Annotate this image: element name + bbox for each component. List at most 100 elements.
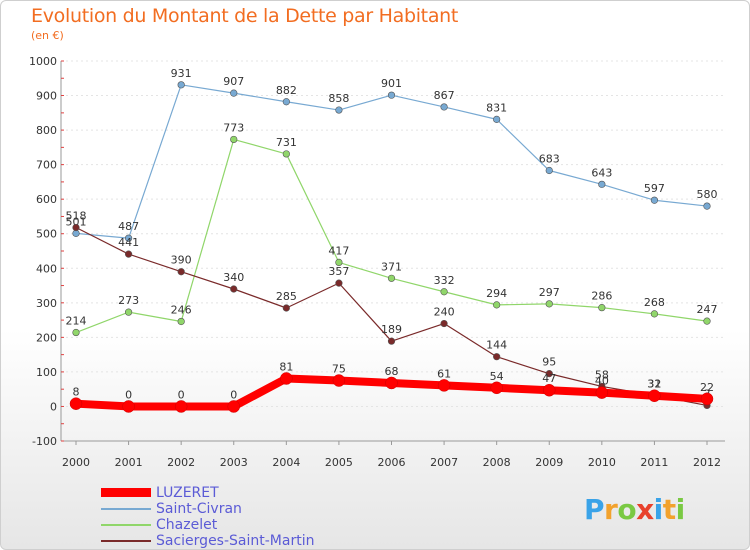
data-label: 907 — [223, 75, 244, 88]
data-point — [650, 310, 659, 318]
x-tick-label: 2001 — [115, 456, 143, 469]
data-label: 40 — [595, 375, 609, 388]
data-point — [703, 317, 711, 325]
logo-letter: P — [584, 493, 605, 526]
data-label: 247 — [697, 303, 718, 316]
legend-label: Chazelet — [156, 517, 218, 533]
logo-letter: t — [662, 493, 676, 526]
data-label: 882 — [276, 84, 297, 97]
y-tick-label: 300 — [36, 297, 57, 310]
data-label: 189 — [381, 323, 402, 336]
data-point — [440, 288, 448, 296]
data-label: 68 — [385, 365, 399, 378]
data-label: 390 — [171, 254, 192, 267]
data-point — [280, 372, 293, 385]
data-label: 441 — [118, 236, 139, 249]
data-label: 683 — [539, 153, 560, 166]
y-tick-label: 0 — [50, 400, 57, 413]
y-tick-label: 900 — [36, 90, 57, 103]
legend-label: Sacierges-Saint-Martin — [156, 533, 315, 549]
data-point — [598, 304, 606, 312]
data-point — [437, 379, 451, 392]
data-point — [124, 308, 133, 316]
data-label: 371 — [381, 260, 402, 273]
data-label: 858 — [328, 92, 349, 105]
data-label: 643 — [591, 166, 612, 179]
legend-label: LUZERET — [156, 485, 219, 501]
data-point — [387, 91, 396, 99]
data-label: 54 — [490, 370, 504, 383]
data-point — [174, 400, 188, 413]
logo-letter: i — [675, 493, 686, 526]
legend-swatch — [101, 488, 151, 497]
data-label: 518 — [66, 210, 87, 223]
data-label: 867 — [434, 89, 455, 102]
data-point — [545, 166, 553, 175]
legend-swatch — [101, 524, 151, 526]
data-label: 294 — [486, 287, 507, 300]
x-tick-label: 2002 — [167, 456, 195, 469]
data-point — [177, 317, 185, 326]
data-point — [177, 81, 185, 89]
data-label: 75 — [332, 363, 346, 376]
logo-letter: o — [617, 493, 637, 526]
data-point — [335, 279, 343, 287]
x-tick-label: 2000 — [62, 456, 90, 469]
y-tick-label: 1000 — [29, 55, 57, 68]
chart-subtitle: (en €) — [31, 29, 64, 42]
y-tick-label: 600 — [36, 193, 57, 206]
logo-letter: i — [653, 493, 664, 526]
data-label: 268 — [644, 296, 665, 309]
data-label: 47 — [542, 372, 556, 385]
data-label: 501 — [66, 215, 87, 228]
data-point — [124, 234, 133, 242]
legend-label: Saint-Civran — [156, 501, 242, 517]
data-point — [385, 376, 398, 390]
x-tick-label: 2003 — [220, 456, 248, 469]
data-label: 297 — [539, 286, 560, 299]
y-tick-label: 700 — [36, 159, 57, 172]
data-point — [230, 89, 238, 97]
y-tick-label: 800 — [36, 124, 57, 137]
x-tick-label: 2010 — [588, 456, 616, 469]
data-point — [545, 300, 553, 308]
data-point — [543, 383, 556, 397]
data-label: 580 — [697, 188, 718, 201]
data-point — [700, 392, 714, 406]
y-tick-label: 400 — [36, 262, 57, 275]
data-point — [440, 103, 448, 111]
data-point — [490, 381, 503, 395]
data-label: 357 — [328, 265, 349, 278]
data-point — [387, 274, 396, 282]
data-point — [177, 268, 185, 276]
data-label: 240 — [434, 306, 455, 319]
data-label: 0 — [178, 388, 185, 401]
data-point — [387, 337, 396, 345]
x-tick-label: 2011 — [640, 456, 668, 469]
legend-swatch — [101, 540, 151, 542]
data-label: 0 — [230, 388, 237, 401]
data-point — [124, 250, 133, 258]
data-label: 0 — [125, 388, 132, 401]
y-tick-label: 100 — [36, 366, 57, 379]
data-label: 8 — [73, 386, 80, 399]
data-label: 931 — [171, 67, 192, 80]
data-label: 81 — [279, 360, 293, 373]
data-label: 597 — [644, 182, 665, 195]
data-point — [69, 397, 83, 410]
data-point — [493, 301, 501, 309]
data-label: 901 — [381, 77, 402, 90]
data-label: 332 — [434, 274, 455, 287]
data-label: 61 — [437, 367, 451, 380]
data-point — [282, 304, 290, 312]
data-point — [230, 135, 238, 144]
data-label: 144 — [486, 339, 507, 352]
data-label: 340 — [223, 271, 244, 284]
data-label: 58 — [595, 368, 609, 381]
x-tick-label: 2005 — [325, 456, 353, 469]
x-tick-label: 2006 — [378, 456, 406, 469]
y-tick-label: 500 — [36, 228, 57, 241]
data-label: 831 — [486, 101, 507, 114]
